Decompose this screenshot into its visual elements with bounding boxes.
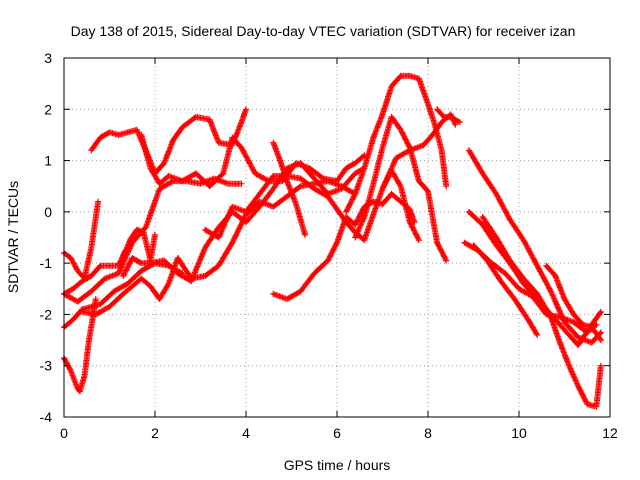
series-markers (352, 114, 450, 264)
series-markers (543, 262, 604, 344)
y-tick-label: 1 (44, 153, 52, 169)
x-tick-label: 2 (151, 425, 159, 441)
y-tick-label: 2 (44, 101, 52, 117)
data-series-21 (479, 214, 604, 410)
y-tick-label: -2 (40, 306, 53, 322)
y-tick-label: 0 (44, 204, 52, 220)
series-markers (470, 242, 541, 338)
data-series-18 (465, 147, 604, 346)
y-tick-label: -4 (40, 409, 53, 425)
data-series-14 (352, 114, 450, 264)
x-tick-label: 12 (602, 425, 618, 441)
series-markers (465, 147, 604, 346)
y-tick-label: 3 (44, 50, 52, 66)
x-axis-label: GPS time / hours (284, 457, 391, 473)
chart-title: Day 138 of 2015, Sidereal Day-to-day VTE… (71, 23, 576, 39)
x-tick-label: 10 (511, 425, 527, 441)
series-markers (79, 178, 359, 318)
series-markers (343, 72, 450, 215)
series-markers (479, 214, 604, 410)
series-markers (120, 226, 158, 264)
data-series-11 (270, 190, 418, 302)
x-tick-label: 8 (424, 425, 432, 441)
y-tick-label: -1 (40, 255, 53, 271)
series-markers (434, 106, 463, 126)
data-series (61, 72, 604, 410)
y-tick-label: -3 (40, 358, 53, 374)
data-series-10 (120, 226, 158, 264)
data-series-8 (79, 178, 359, 318)
data-series-23 (543, 262, 604, 344)
x-tick-label: 4 (242, 425, 250, 441)
data-series-22 (470, 242, 541, 338)
series-markers (270, 190, 418, 302)
x-tick-label: 6 (333, 425, 341, 441)
data-series-15 (343, 72, 450, 215)
data-series-17 (434, 106, 463, 126)
y-axis-label: SDTVAR / TECUs (5, 181, 21, 293)
x-tick-label: 0 (60, 425, 68, 441)
